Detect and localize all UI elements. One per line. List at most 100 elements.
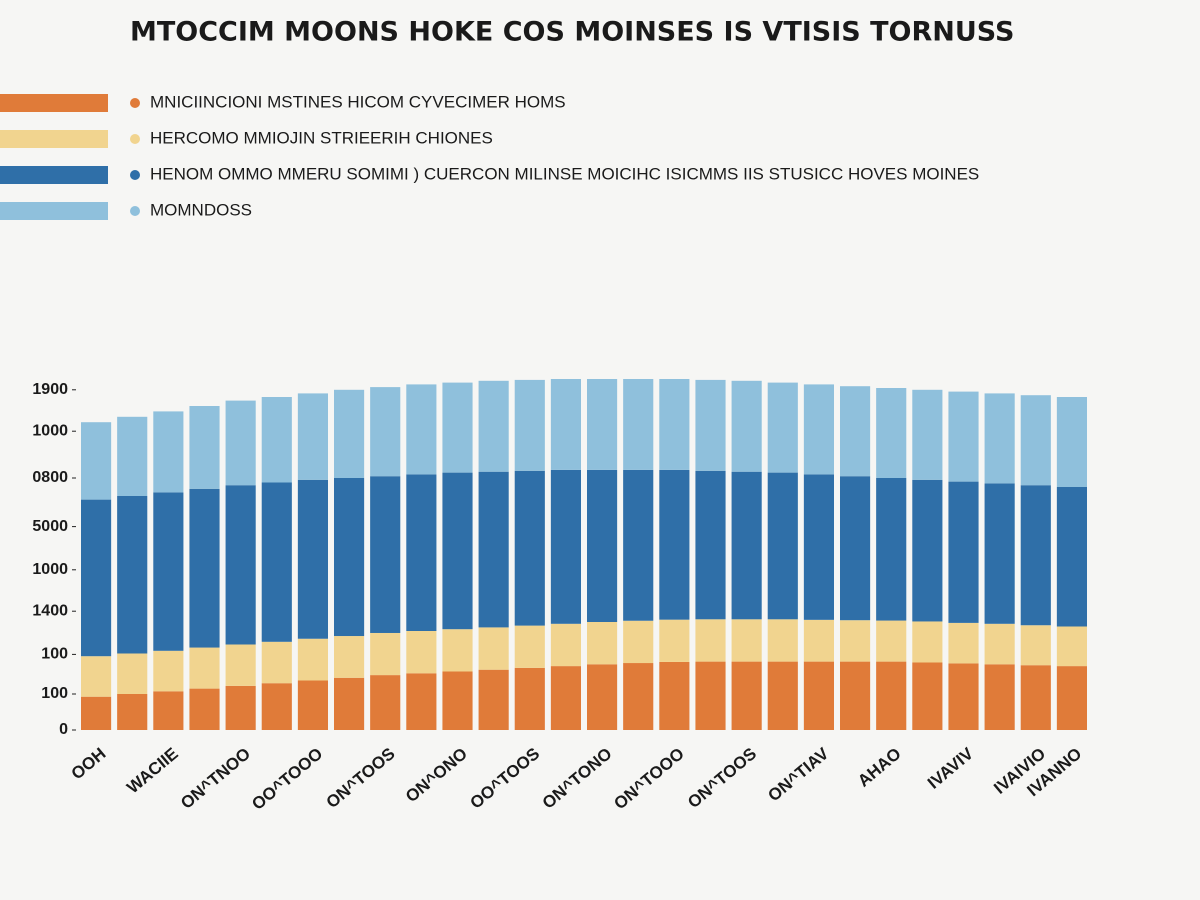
bar-segment <box>1056 666 1087 730</box>
bar-segment <box>912 479 943 622</box>
bar-segment <box>587 469 618 622</box>
x-tick-label: WACIIE <box>123 744 182 797</box>
bar-segment <box>1020 665 1051 730</box>
x-tick-label: ON^TOOO <box>610 744 687 813</box>
bar-segment <box>695 661 726 730</box>
bar-segment <box>81 656 112 697</box>
bar-segment <box>370 387 401 477</box>
legend-swatch <box>0 94 108 112</box>
bar-segment <box>587 622 618 665</box>
bar-segment <box>225 485 256 645</box>
x-tick-label: ON^TONO <box>539 744 616 813</box>
bar-segment <box>767 619 798 662</box>
x-tick-label: ON^ONO <box>402 744 471 806</box>
x-tick-label: ON^TNOO <box>177 744 254 813</box>
bar-segment <box>406 631 437 674</box>
bar-segment <box>297 680 328 730</box>
bar-segment <box>117 653 148 694</box>
legend-swatch <box>0 166 108 184</box>
y-tick-label: 1000 <box>32 422 68 439</box>
bar-segment <box>948 663 979 730</box>
legend-swatch <box>0 130 108 148</box>
bar-segment <box>117 496 148 654</box>
bar-segment <box>442 472 473 630</box>
x-tick-label: OOH <box>68 744 110 783</box>
bar-segment <box>659 379 690 470</box>
y-tick-label: 1400 <box>32 602 68 619</box>
bar-segment <box>225 685 256 730</box>
bar-segment <box>623 379 654 470</box>
bar-segment <box>189 488 220 648</box>
bar-segment <box>478 669 509 730</box>
bar-segment <box>261 641 292 684</box>
bar-segment <box>153 411 184 493</box>
y-tick-label: 100 <box>41 685 68 702</box>
x-tick-label: ON^TIAV <box>764 744 833 806</box>
bar-segment <box>550 379 581 470</box>
bar-segment <box>153 691 184 730</box>
bar-segment <box>912 389 943 480</box>
bar-segment <box>623 663 654 730</box>
bar-segment <box>478 471 509 628</box>
x-tick-label: OO^TOOS <box>466 744 543 813</box>
y-tick-label: 1900 <box>32 381 68 398</box>
y-tick-label: 5000 <box>32 518 68 535</box>
bar-segment <box>767 472 798 620</box>
bar-segment <box>731 661 762 730</box>
legend-label: HENOM OMMO MMERU SOMIMI ) CUERCON MILINS… <box>150 164 979 183</box>
bar-segment <box>876 388 907 478</box>
bar-segment <box>153 650 184 692</box>
bar-segment <box>695 379 726 471</box>
bar-segment <box>840 386 871 477</box>
bar-segment <box>550 623 581 667</box>
bar-segment <box>767 661 798 730</box>
y-tick-label: 100 <box>41 646 68 663</box>
bar-segment <box>840 620 871 662</box>
bar-segment <box>840 476 871 621</box>
legend-label: MOMNDOSS <box>150 200 252 219</box>
bar-segment <box>189 406 220 489</box>
legend-swatch <box>0 202 108 220</box>
bar-segment <box>442 629 473 672</box>
legend-dot <box>130 134 140 144</box>
bar-segment <box>334 389 365 478</box>
bar-segment <box>984 483 1015 624</box>
bar-segment <box>189 647 220 689</box>
bar-segment <box>334 677 365 730</box>
bar-segment <box>514 379 545 471</box>
legend-dot <box>130 170 140 180</box>
bar-segment <box>984 393 1015 484</box>
legend-label: MNICIINCIONI MSTINES HICOM CYVECIMER HOM… <box>150 92 566 111</box>
legend-dot <box>130 206 140 216</box>
bar-segment <box>81 696 112 730</box>
y-tick-label: 1000 <box>32 561 68 578</box>
bar-segment <box>876 620 907 662</box>
bar-segment <box>1056 487 1087 627</box>
bar-segment <box>81 499 112 657</box>
bar-segment <box>442 382 473 473</box>
bar-segment <box>731 380 762 472</box>
bar-segment <box>117 416 148 496</box>
bar-segment <box>514 667 545 730</box>
bar-segment <box>803 661 834 730</box>
bar-segment <box>1020 625 1051 666</box>
bar-segment <box>984 664 1015 730</box>
bar-segment <box>261 683 292 730</box>
bar-segment <box>297 479 328 639</box>
bar-segment <box>587 379 618 470</box>
bar-segment <box>803 619 834 662</box>
bar-segment <box>550 469 581 624</box>
bar-segment <box>1056 626 1087 667</box>
bar-segment <box>767 382 798 473</box>
bar-segment <box>623 620 654 664</box>
bar-segment <box>984 623 1015 665</box>
x-tick-label: ON^TOOS <box>323 744 399 812</box>
bar-segment <box>948 391 979 482</box>
legend-label: HERCOMO MMIOJIN STRIEERIH CHIONES <box>150 128 493 147</box>
bar-segment <box>587 664 618 730</box>
bar-segment <box>370 632 401 676</box>
bar-segment <box>659 469 690 620</box>
bar-segment <box>370 675 401 730</box>
bar-segment <box>478 627 509 670</box>
